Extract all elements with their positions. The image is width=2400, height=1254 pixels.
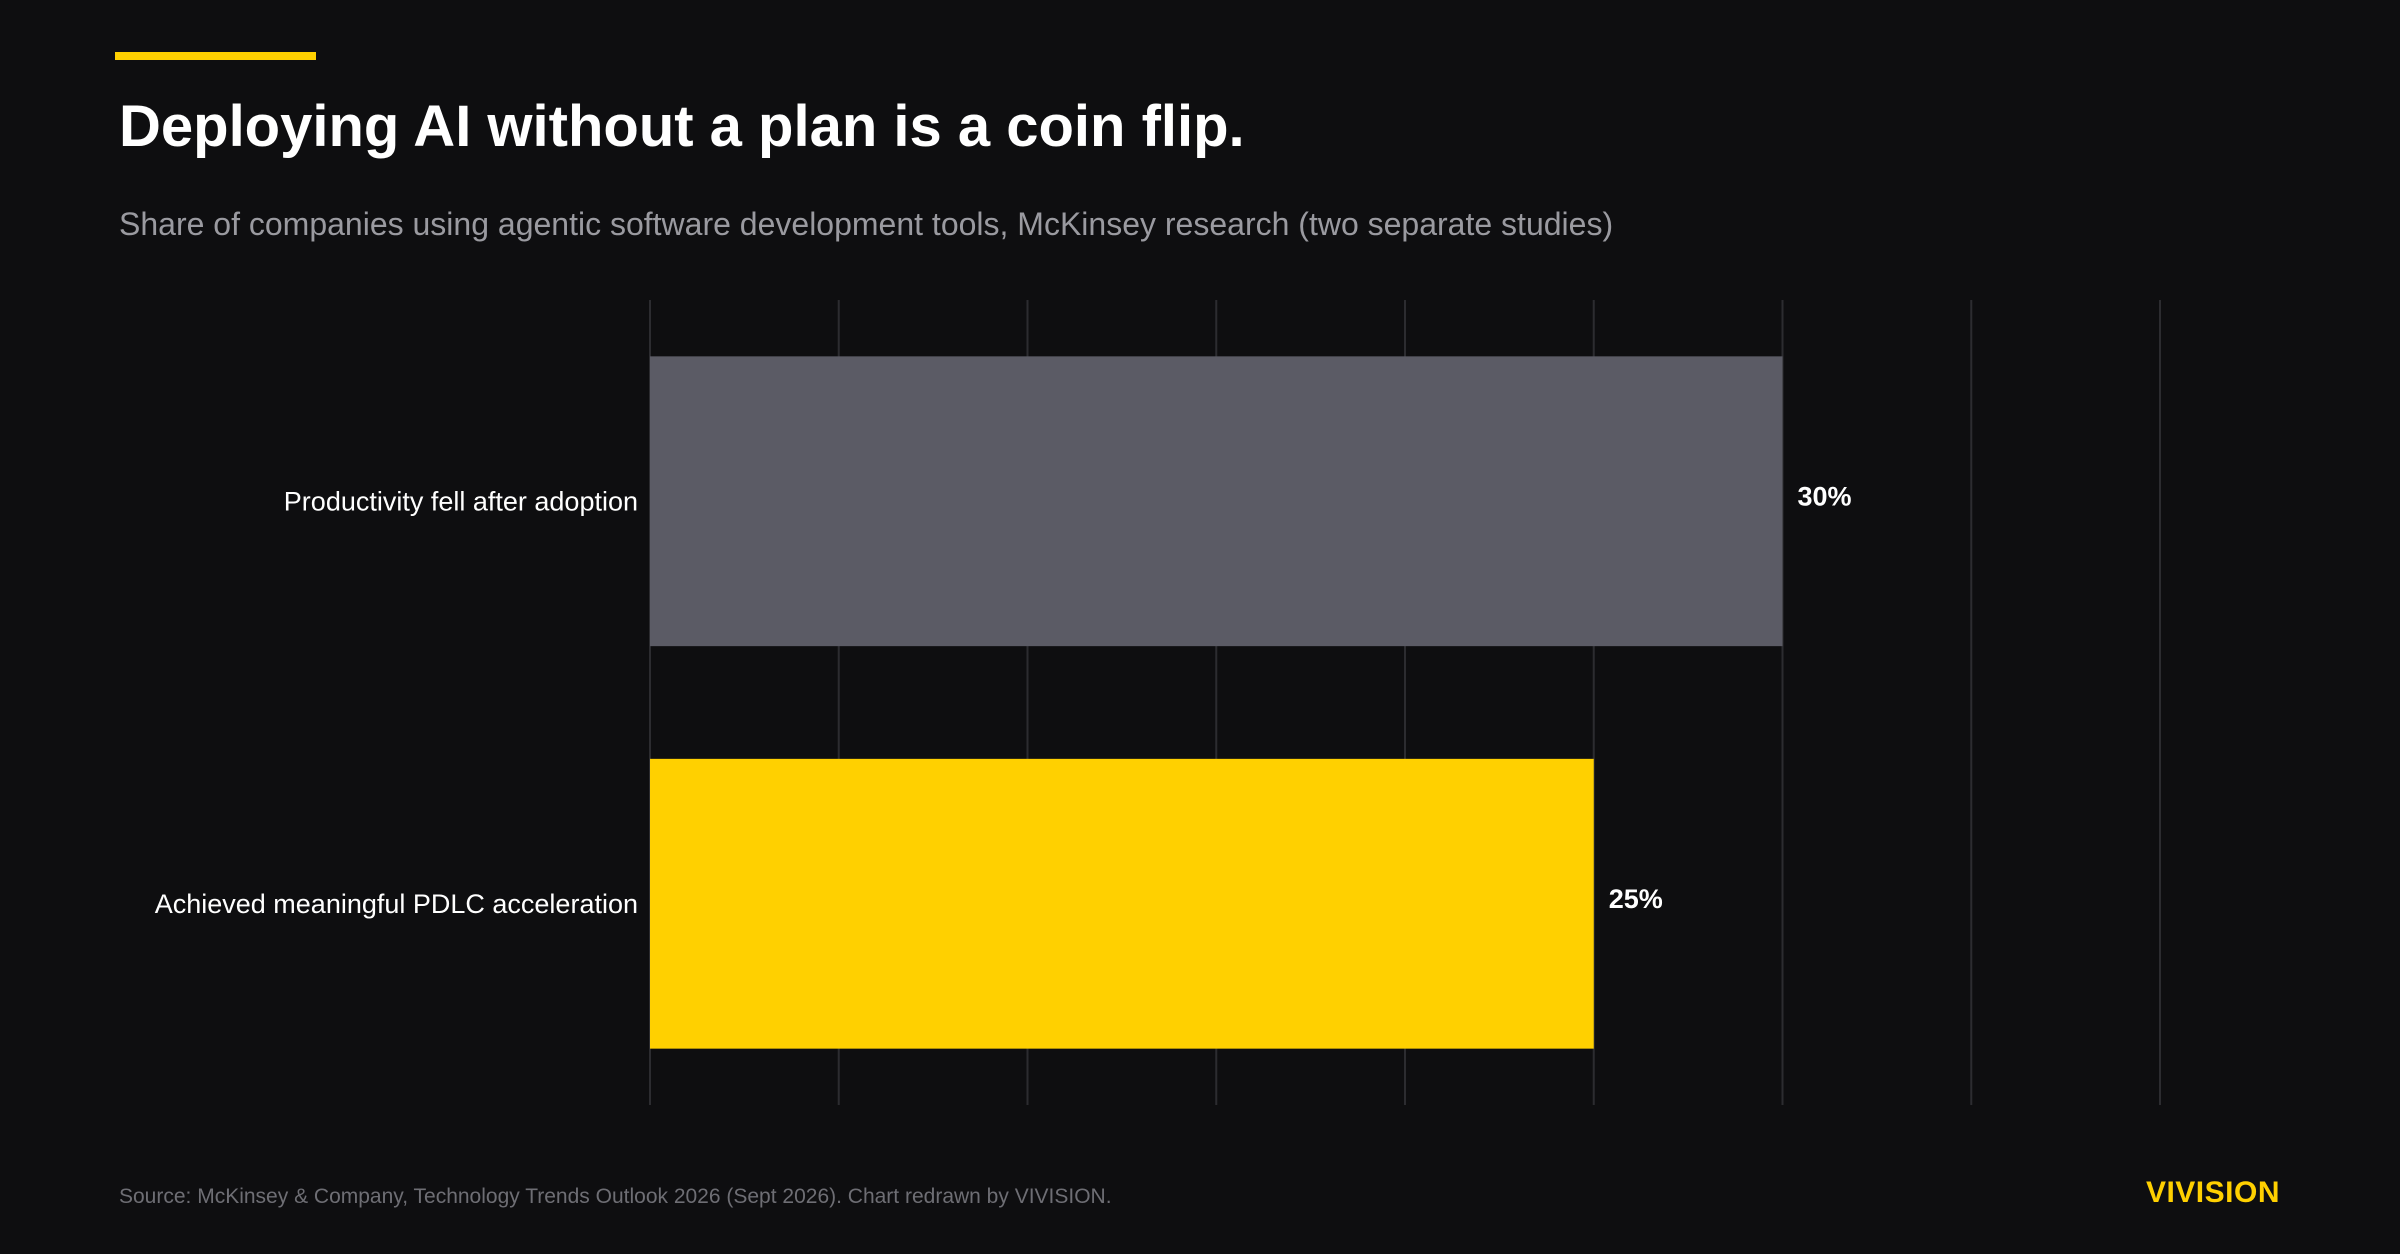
- chart-title: Deploying AI without a plan is a coin fl…: [119, 94, 1245, 159]
- brand-logo: VIVISION: [2145, 1176, 2280, 1209]
- category-label: Achieved meaningful PDLC acceleration: [155, 889, 638, 919]
- value-label: 25%: [1609, 884, 1663, 914]
- category-label: Productivity fell after adoption: [284, 486, 638, 516]
- chart-subtitle: Share of companies using agentic softwar…: [119, 206, 1614, 242]
- value-label: 30%: [1798, 481, 1852, 511]
- accent-rule: [115, 52, 316, 60]
- bar: [650, 758, 1594, 1049]
- bar: [650, 356, 1783, 647]
- source-note: Source: McKinsey & Company, Technology T…: [119, 1185, 1112, 1208]
